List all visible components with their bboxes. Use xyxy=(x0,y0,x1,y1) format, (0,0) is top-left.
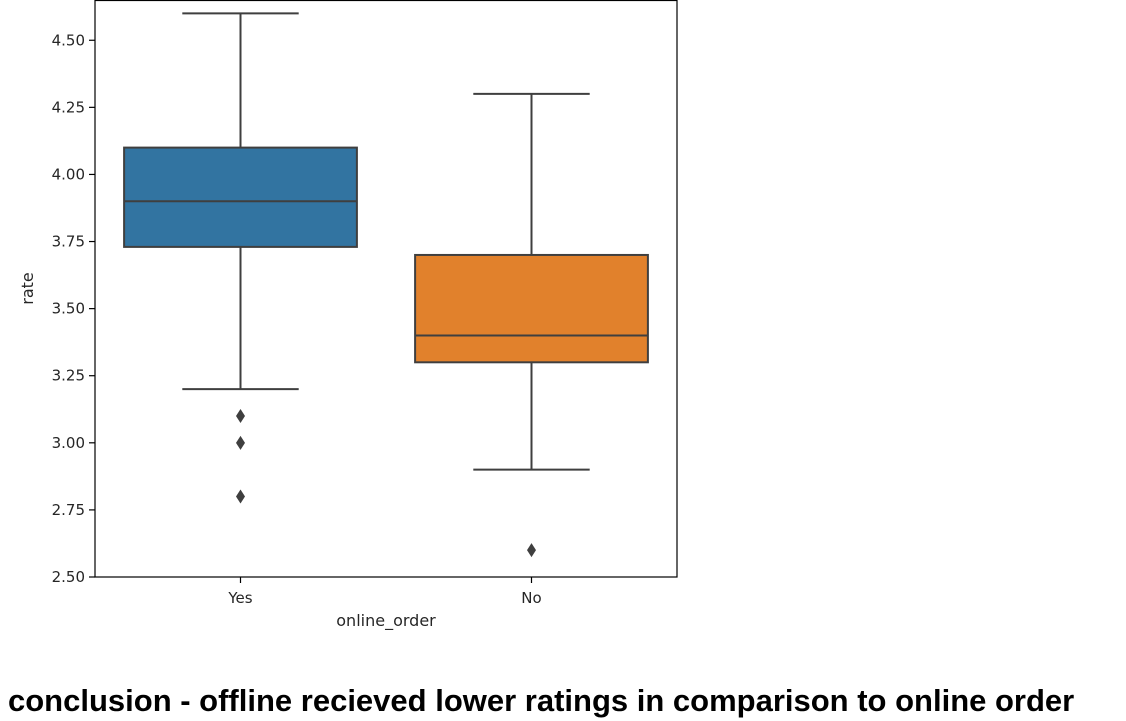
iqr-box xyxy=(123,146,358,248)
y-tick-label: 3.50 xyxy=(52,300,85,318)
box-group-no xyxy=(414,92,649,558)
x-tick-label: No xyxy=(521,589,541,607)
y-tick-label: 2.50 xyxy=(52,568,85,586)
y-tick-label: 2.75 xyxy=(52,501,85,519)
plot-border xyxy=(94,0,678,578)
outlier-point xyxy=(527,543,536,558)
y-tick-label: 4.50 xyxy=(52,31,85,49)
x-tick-label: Yes xyxy=(227,589,252,607)
x-axis: Yes No xyxy=(227,577,542,607)
y-tick-label: 3.00 xyxy=(52,434,85,452)
outlier-point xyxy=(236,489,245,504)
y-axis: 2.50 2.75 3.00 3.25 3.50 3.75 4.00 4.25 4.50 xyxy=(52,31,95,586)
iqr-box xyxy=(414,253,649,364)
conclusion-text: conclusion - offline recieved lower rati… xyxy=(8,683,1075,718)
x-axis-title: online_order xyxy=(336,611,436,631)
y-tick-label: 4.00 xyxy=(52,165,85,183)
outlier-point xyxy=(236,435,245,450)
y-tick-label: 3.75 xyxy=(52,233,85,251)
y-axis-title: rate xyxy=(18,272,37,305)
y-tick-label: 3.25 xyxy=(52,367,85,385)
y-tick-label: 4.25 xyxy=(52,98,85,116)
boxes-layer xyxy=(123,12,649,558)
box-group-yes xyxy=(123,12,358,504)
outlier-point xyxy=(236,408,245,423)
plot-frame xyxy=(94,0,678,578)
box-plot-chart: 2.50 2.75 3.00 3.25 3.50 3.75 4.00 4.25 4.50 Yes… xyxy=(18,0,678,631)
